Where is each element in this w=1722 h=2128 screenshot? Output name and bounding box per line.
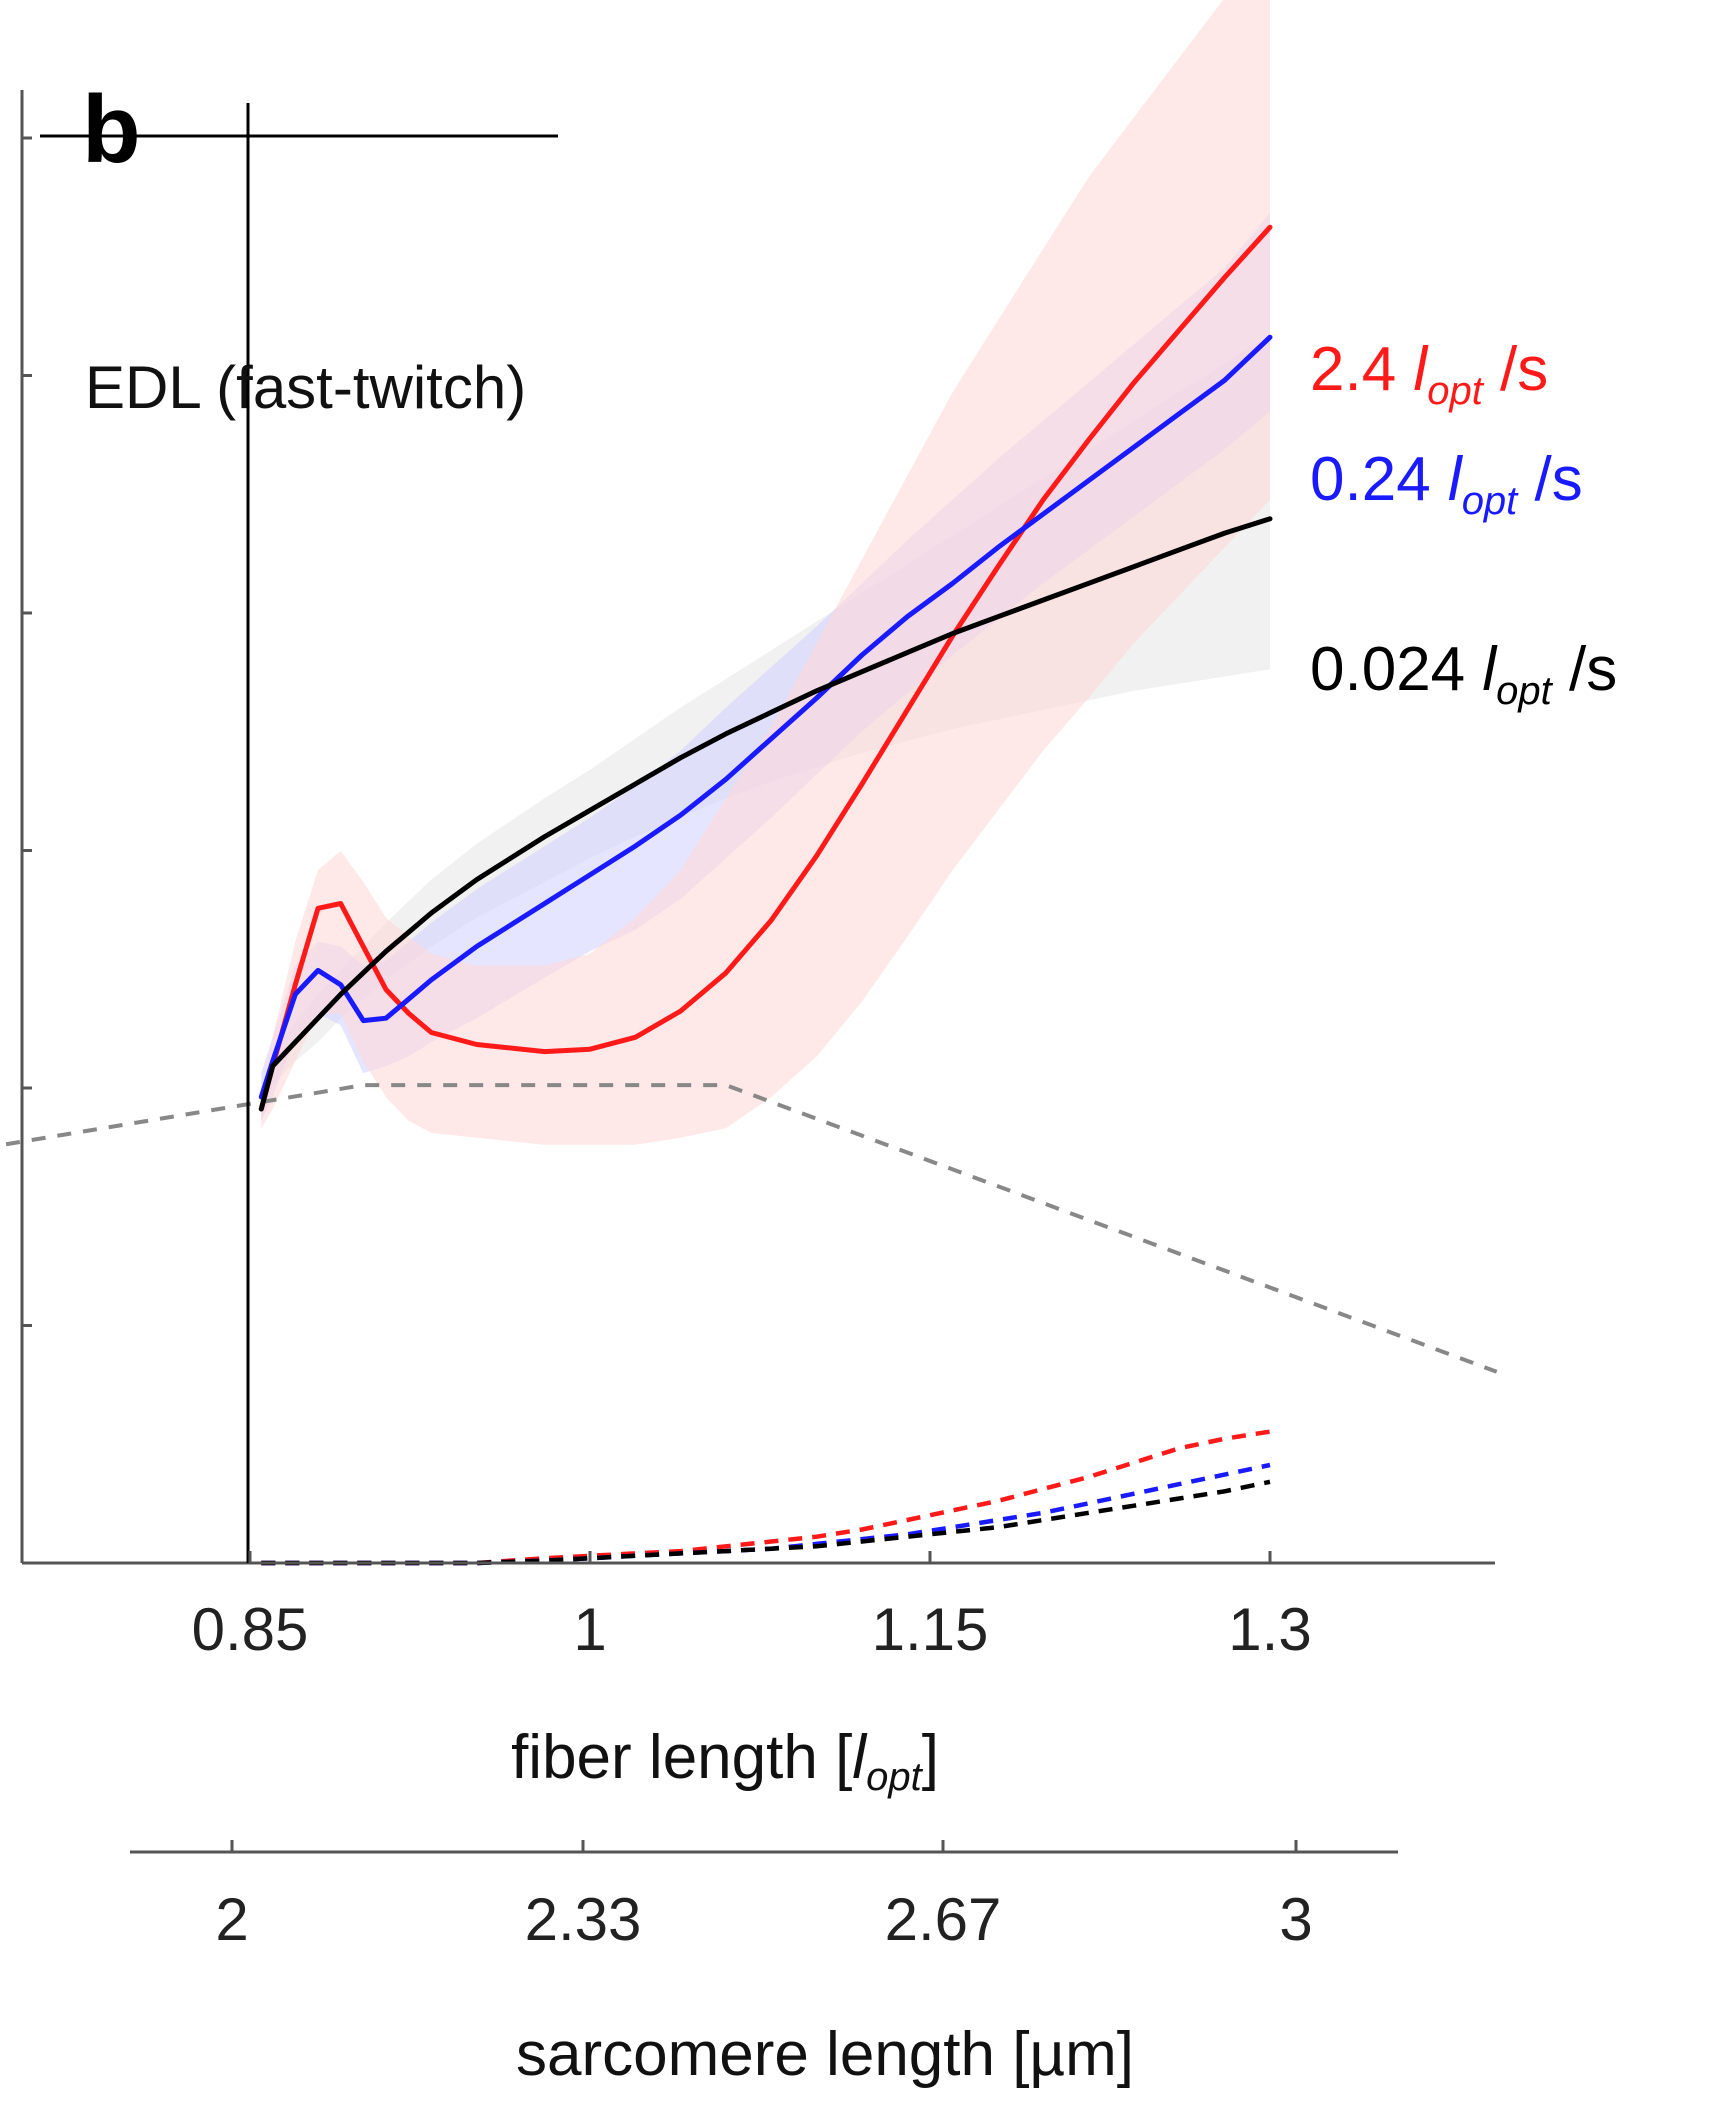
axes (20, 90, 1495, 1854)
legend-label-black: 0.024 lopt /s (1310, 635, 1617, 713)
annotation-text: EDL (fast-twitch) (85, 354, 526, 421)
x2-tick-label: 2 (215, 1886, 248, 1953)
band-blue (261, 212, 1270, 1121)
legend-label-red: 2.4 lopt /s (1310, 335, 1548, 413)
x-tick-label: 1.15 (872, 1596, 989, 1663)
legend-label-blue: 0.24 lopt /s (1310, 445, 1583, 523)
force-length-dashed-line (0, 1083, 1498, 1374)
x-axis-title: fiber length [lopt] (511, 1723, 939, 1799)
series-line-black (258, 516, 1273, 1112)
panel-label: b (82, 76, 141, 183)
passive-line-red (261, 1429, 1271, 1566)
band-red (261, 0, 1270, 1145)
series-line-blue (258, 334, 1273, 1100)
series-line-red (258, 224, 1273, 1112)
legend: 2.4 lopt /s 0.24 lopt /s 0.024 lopt /s (1310, 335, 1617, 713)
x-tick-label: 1.3 (1228, 1596, 1311, 1663)
passive-line-black (261, 1479, 1271, 1566)
x2-axis-title: sarcomere length [µm] (516, 2020, 1134, 2089)
chart-labels: 0.85 1 1.15 1.3 fiber length [lopt] 2 2.33 2.67… (82, 76, 1313, 2089)
x2-tick-label: 3 (1279, 1886, 1312, 1953)
x2-tick-label: 2.33 (525, 1886, 642, 1953)
x2-tick-label: 2.67 (885, 1886, 1002, 1953)
series-lines (258, 224, 1273, 1112)
force-length-curve (0, 1083, 1498, 1374)
x-tick-label: 0.85 (192, 1596, 309, 1663)
x-tick-label: 1 (573, 1596, 606, 1663)
passive-curves (261, 1429, 1271, 1566)
